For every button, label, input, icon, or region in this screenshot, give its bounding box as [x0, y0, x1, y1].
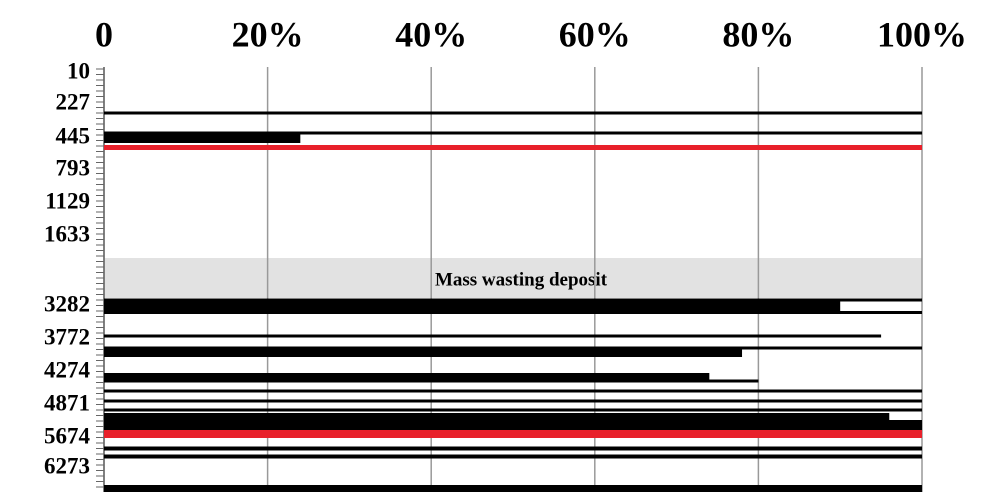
- x-tick-label: 40%: [395, 14, 467, 54]
- bar: [104, 430, 922, 438]
- y-tick-label: 227: [56, 89, 91, 114]
- bar: [104, 348, 743, 357]
- y-tick-label: 3282: [44, 291, 90, 316]
- bar: [104, 420, 922, 430]
- bar: [104, 485, 922, 492]
- y-tick-label: 793: [56, 155, 91, 180]
- y-tick-label: 4274: [44, 357, 91, 382]
- annotation: Mass wasting deposit: [435, 269, 608, 290]
- y-tick-label: 10: [67, 58, 90, 83]
- bar: [104, 301, 841, 314]
- y-tick-label: 1129: [45, 188, 90, 213]
- bar: [104, 399, 922, 403]
- bar: [104, 373, 710, 381]
- y-tick-label: 3772: [44, 324, 90, 349]
- bar: [104, 389, 922, 393]
- bar: [104, 408, 922, 412]
- bar: [104, 111, 922, 115]
- bar: [104, 454, 922, 459]
- bar: [104, 298, 922, 302]
- y-tick-label: 4871: [44, 390, 90, 415]
- y-tick-label: 5674: [44, 423, 91, 448]
- x-tick-label: 60%: [559, 14, 631, 54]
- bar: [104, 134, 301, 143]
- x-tick-label: 100%: [877, 14, 967, 54]
- x-tick-label: 0: [95, 14, 113, 54]
- y-tick-label: 445: [56, 123, 91, 148]
- x-tick-label: 20%: [232, 14, 304, 54]
- bar: [104, 145, 922, 150]
- bar: [104, 446, 922, 451]
- x-tick-label: 80%: [722, 14, 794, 54]
- bar: [104, 379, 759, 383]
- y-tick-label: 6273: [44, 453, 90, 478]
- bar: [104, 311, 922, 314]
- bar: [104, 131, 922, 135]
- y-tick-label: 1633: [44, 221, 90, 246]
- deposit-band: [104, 258, 922, 298]
- bar: [104, 334, 882, 338]
